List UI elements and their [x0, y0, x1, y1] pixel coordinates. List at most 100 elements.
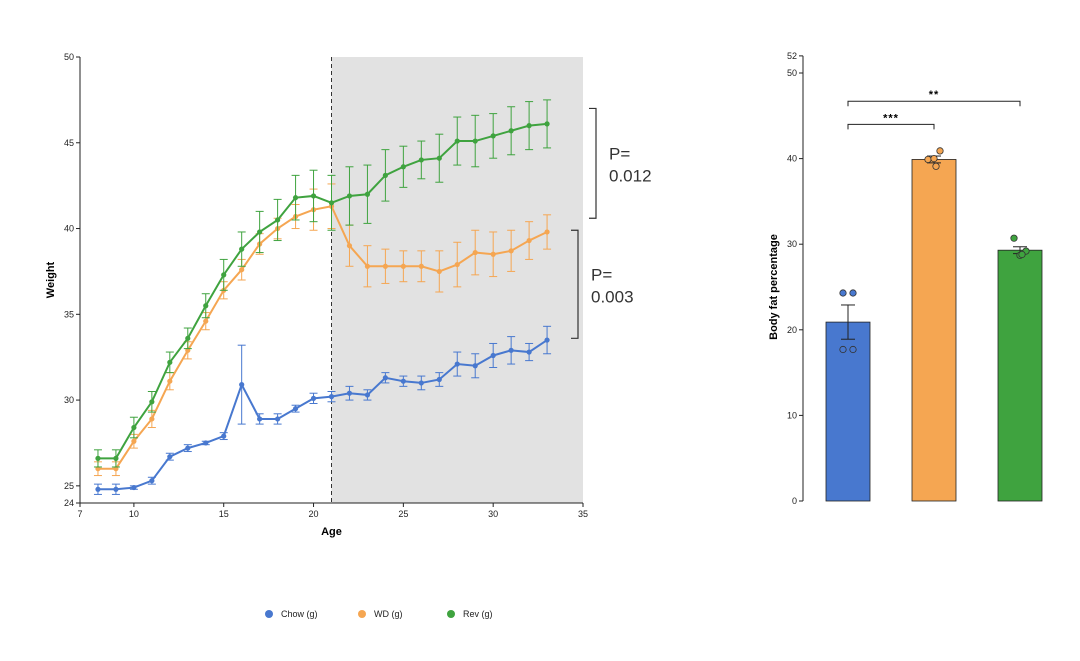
data-point — [149, 478, 155, 484]
data-point — [454, 261, 460, 268]
p-value-number: 0.003 — [591, 287, 634, 306]
data-point — [436, 376, 442, 383]
bar-y-tick-label: 10 — [787, 410, 797, 420]
bar-y-tick-label: 52 — [787, 51, 797, 61]
data-point — [95, 486, 101, 492]
p-value-number: 0.012 — [609, 166, 652, 185]
bar-y-tick-label: 40 — [787, 154, 797, 164]
significance-label: *** — [883, 112, 899, 124]
data-point — [239, 382, 245, 388]
data-point — [185, 445, 191, 451]
data-point — [239, 246, 245, 252]
line-chart-axes: 7 10 15 20 25 30 35 24 25 30 35 40 45 50 — [64, 52, 588, 519]
series-line — [97, 205, 548, 470]
data-point — [221, 433, 227, 439]
series-line — [97, 339, 548, 491]
bar-y-tick-label: 20 — [787, 325, 797, 335]
data-point — [95, 455, 101, 461]
y-tick-label: 50 — [64, 52, 74, 62]
data-point — [364, 191, 371, 197]
y-tick-label: 24 — [64, 498, 74, 508]
series-line — [97, 122, 548, 460]
data-point — [436, 155, 442, 161]
bar-data-point — [1010, 234, 1018, 242]
data-point — [544, 121, 550, 127]
bar-y-tick-label: 0 — [792, 496, 797, 506]
x-axis-title: Age — [321, 526, 342, 538]
data-point — [400, 164, 406, 170]
data-point — [544, 229, 550, 235]
data-point — [418, 380, 424, 386]
x-tick-label: 25 — [398, 509, 408, 519]
data-point — [526, 123, 532, 129]
x-tick-label: 35 — [578, 509, 588, 519]
bar-data-point — [839, 289, 847, 297]
data-point — [418, 263, 424, 269]
p-value-label: P= — [591, 265, 612, 284]
data-point — [257, 229, 263, 235]
p-value-brackets: P= 0.012 P= 0.003 — [571, 107, 652, 339]
legend-label: Rev (g) — [463, 609, 493, 619]
y-tick-label: 35 — [64, 309, 74, 319]
data-point — [526, 237, 532, 244]
data-point — [149, 399, 155, 405]
data-point — [221, 272, 227, 278]
data-point — [454, 138, 460, 144]
data-point — [131, 438, 137, 444]
p-value-bracket — [571, 229, 579, 339]
bar-wd — [911, 159, 957, 502]
x-tick-label: 20 — [309, 509, 319, 519]
legend-marker — [447, 610, 455, 618]
data-point — [257, 416, 263, 422]
data-point — [364, 263, 371, 269]
bar-y-tick-label: 50 — [787, 68, 797, 78]
data-point — [346, 390, 353, 396]
weight-line-chart: 7 10 15 20 25 30 35 24 25 30 35 40 45 50 Age Weight P… — [45, 52, 652, 538]
data-point — [490, 352, 496, 359]
data-point — [382, 172, 388, 178]
bar-data-point — [849, 345, 857, 354]
data-point — [436, 268, 442, 275]
significance-label: ** — [929, 89, 940, 101]
data-point — [472, 363, 478, 369]
bar-chow — [825, 321, 871, 502]
data-point — [131, 424, 137, 431]
x-tick-label: 15 — [219, 509, 229, 519]
data-point — [364, 392, 371, 398]
y-tick-label: 45 — [64, 138, 74, 148]
data-point — [185, 335, 191, 341]
legend-marker — [265, 610, 273, 618]
y-tick-label: 25 — [64, 481, 74, 491]
x-tick-label: 7 — [77, 509, 82, 519]
bar-data-point — [1018, 250, 1026, 259]
bar-data-point — [924, 155, 932, 164]
data-point — [239, 267, 245, 273]
data-point — [131, 484, 137, 491]
data-point — [400, 378, 406, 384]
data-point — [382, 263, 388, 269]
p-value-label: P= — [609, 144, 630, 163]
data-point — [346, 193, 353, 199]
data-point — [275, 416, 281, 422]
bar-chart-axes: 0 10 20 30 40 50 52 — [787, 51, 804, 506]
significance-bracket — [847, 100, 1021, 107]
data-point — [490, 133, 496, 139]
y-axis-title: Weight — [45, 261, 57, 298]
data-point — [508, 248, 514, 254]
data-point — [203, 440, 209, 446]
data-point — [292, 406, 299, 412]
data-point — [418, 157, 424, 163]
y-tick-label: 40 — [64, 224, 74, 234]
data-point — [203, 303, 209, 309]
legend: Chow (g) WD (g) Rev (g) — [265, 609, 493, 619]
series-2 — [93, 99, 552, 468]
bar-data-point — [839, 345, 847, 354]
data-point — [490, 251, 496, 257]
line-chart-series — [93, 99, 552, 495]
x-tick-label: 30 — [488, 509, 498, 519]
data-point — [292, 195, 299, 201]
data-point — [203, 318, 209, 324]
bar-data-point — [849, 289, 857, 297]
